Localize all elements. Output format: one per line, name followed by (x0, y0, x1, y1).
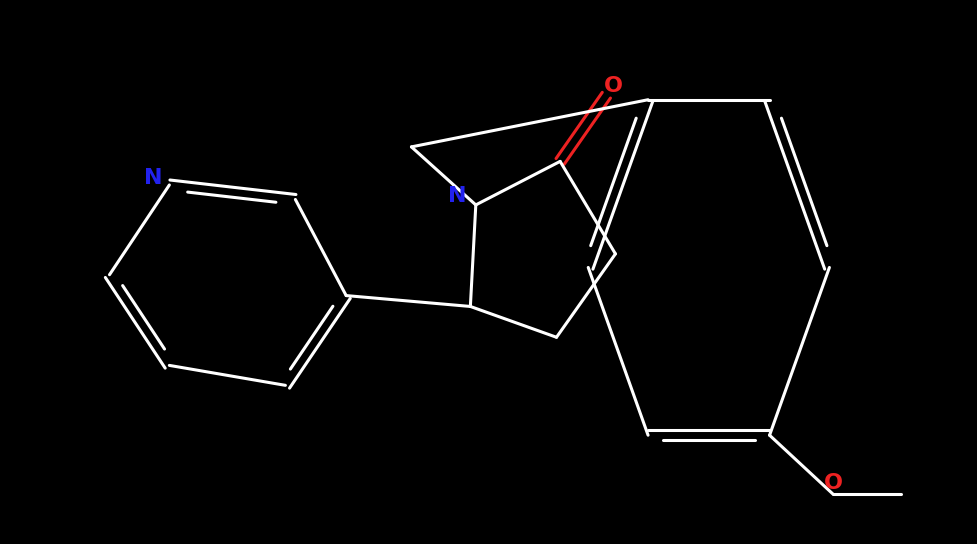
Text: O: O (604, 76, 623, 96)
Text: N: N (144, 168, 162, 188)
Text: O: O (824, 473, 842, 493)
Text: N: N (448, 186, 467, 206)
